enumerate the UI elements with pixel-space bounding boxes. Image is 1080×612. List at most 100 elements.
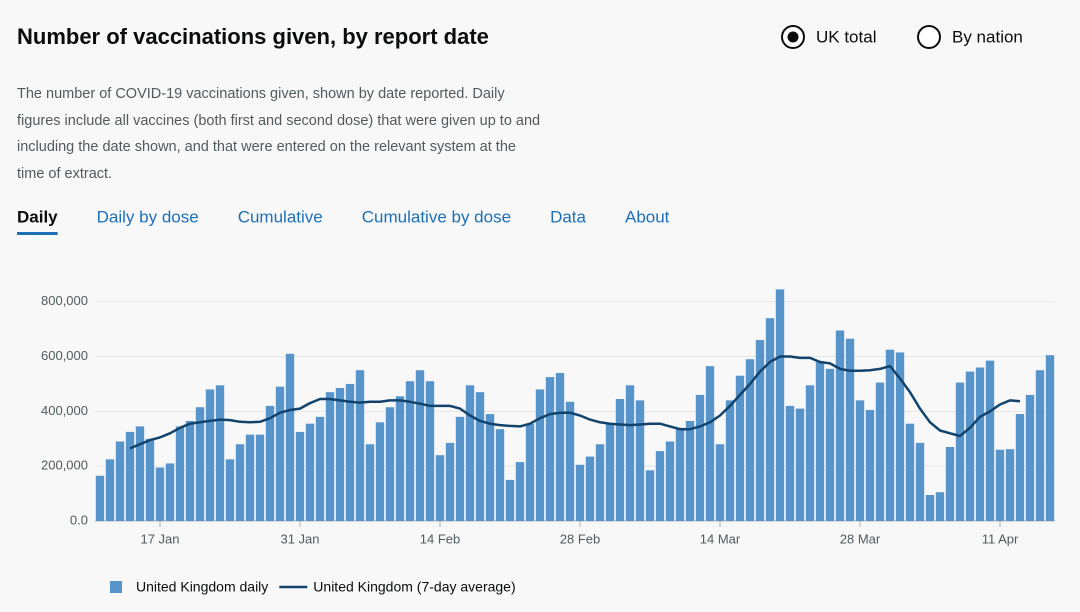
bar [615,399,625,521]
bar [1015,414,1025,521]
bar [625,385,635,521]
bar [885,349,895,521]
radio-label[interactable]: UK total [816,27,876,46]
bar [165,463,175,521]
bar [945,446,955,521]
bar [365,444,375,521]
tab[interactable]: Data [550,207,586,226]
bar [845,338,855,521]
bar [155,467,165,521]
bar [215,385,225,521]
bar [775,289,785,521]
bar [255,434,265,521]
bar [285,353,295,521]
bar [835,330,845,521]
bar [415,370,425,521]
bar [905,423,915,521]
bar [525,423,535,521]
bar [795,408,805,521]
bar [665,441,675,521]
radio-dot [787,31,799,43]
bar [545,377,555,521]
y-tick-label: 600,000 [41,348,88,363]
bar [985,360,995,521]
x-tick-label: 11 Apr [982,531,1019,546]
x-tick-label: 14 Feb [420,531,460,546]
bar [705,366,715,521]
bar [675,427,685,521]
bar [185,420,195,521]
bar [1025,394,1035,521]
bar [635,400,645,521]
bar [385,407,395,521]
tab[interactable]: About [625,207,670,226]
y-tick-label: 0.0 [70,512,88,527]
bar [1035,370,1045,521]
bar [175,426,185,521]
bar [565,401,575,521]
bar [555,372,565,521]
bar [465,385,475,521]
title: Number of vaccinations given, by report … [17,24,489,49]
bar [645,470,655,521]
legend-label: United Kingdom daily [136,579,268,595]
radio-label[interactable]: By nation [952,27,1023,46]
bar [605,423,615,521]
bar [995,449,1005,521]
bar [305,423,315,521]
bar [395,396,405,521]
bar [195,407,205,521]
bar [865,409,875,521]
bar [655,451,665,521]
tab[interactable]: Daily [17,207,58,226]
tab[interactable]: Cumulative by dose [362,207,511,226]
bar [875,382,885,521]
bar [695,394,705,521]
bar [915,442,925,521]
description: The number of COVID-19 vaccinations give… [17,86,541,182]
bar [245,434,255,521]
bar [275,386,285,521]
y-tick-label: 400,000 [41,403,88,418]
bar [425,381,435,521]
bar [535,389,545,521]
tab[interactable]: Cumulative [238,207,323,226]
bar [225,459,235,521]
bar [595,444,605,521]
tab-underline [17,232,58,235]
tab[interactable]: Daily by dose [97,207,199,226]
bar [405,381,415,521]
bar [825,368,835,521]
legend-swatch [110,581,122,593]
bar [715,444,725,521]
line [129,355,1021,450]
bar [485,414,495,521]
bar [315,416,325,521]
bar [135,426,145,521]
bar [115,441,125,521]
bar [265,405,275,521]
bar [755,340,765,521]
bar [105,459,115,521]
bar [445,442,455,521]
bar [475,392,485,521]
bar [725,400,735,521]
bar [805,385,815,521]
bar [955,382,965,521]
legend-label: United Kingdom (7-day average) [313,579,515,595]
x-tick-label: 17 Jan [140,531,179,546]
bar [505,479,515,521]
bar [355,370,365,521]
bar [345,383,355,521]
bar [735,375,745,521]
y-tick-label: 200,000 [41,458,88,473]
bar [335,388,345,521]
bar [855,400,865,521]
bar [575,464,585,521]
bar [895,352,905,521]
radio[interactable] [917,25,941,49]
y-tick-label: 800,000 [41,293,88,308]
bar [95,475,105,521]
